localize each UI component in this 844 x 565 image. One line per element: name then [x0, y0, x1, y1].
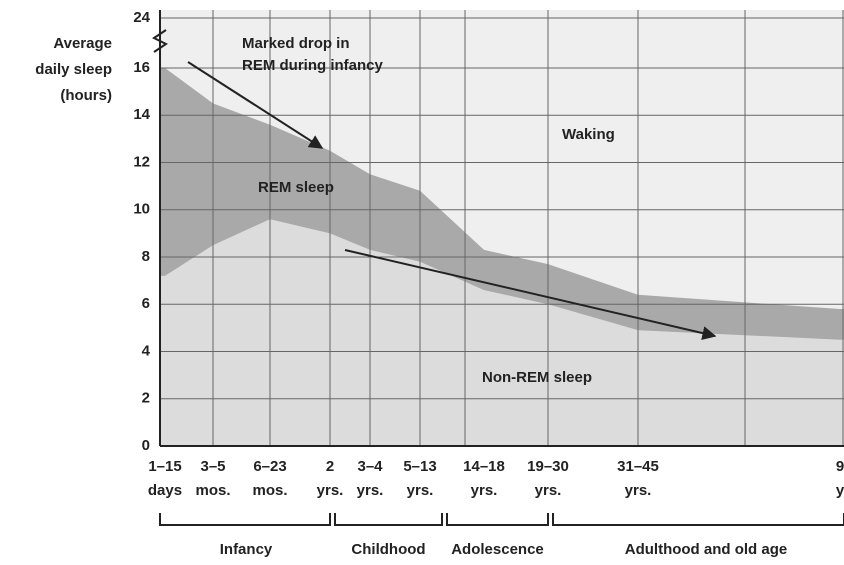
x-tick-label: 6–23	[253, 458, 286, 475]
age-group-label: Infancy	[220, 541, 273, 558]
bracket	[159, 513, 331, 526]
y-axis-label: (hours)	[60, 87, 112, 104]
y-tick-label: 16	[133, 59, 150, 76]
x-tick-label: days	[148, 482, 182, 499]
x-tick-label: 5–13	[403, 458, 436, 475]
x-tick-label: yrs.	[471, 482, 498, 499]
x-tick-label: 1–15	[148, 458, 181, 475]
y-tick-label: 24	[133, 9, 150, 26]
series-label: Non-REM sleep	[482, 369, 592, 386]
y-tick-label: 2	[142, 390, 150, 407]
x-tick-label: 14–18	[463, 458, 505, 475]
area	[160, 68, 844, 340]
y-tick-label: 8	[142, 248, 150, 265]
y-tick-label: 12	[133, 153, 150, 170]
x-tick-label: 3–4	[357, 458, 383, 475]
x-tick-label: mos.	[252, 482, 287, 499]
y-tick-label: 10	[133, 201, 150, 218]
x-tick-label: yrs.	[625, 482, 652, 499]
x-tick-label: yrs.	[357, 482, 384, 499]
bracket	[552, 513, 844, 526]
bracket	[446, 513, 549, 526]
annotation: Marked drop in	[242, 35, 350, 52]
waking-label: Waking	[562, 126, 615, 143]
series-label: REM sleep	[258, 179, 334, 196]
x-tick-label: 31–45	[617, 458, 659, 475]
age-group-label: Adulthood and old age	[625, 541, 787, 558]
area	[160, 219, 844, 446]
x-tick-label: 9	[836, 458, 844, 475]
y-tick-label: 4	[142, 342, 151, 359]
x-tick-label: yrs.	[535, 482, 562, 499]
x-tick-label: 3–5	[200, 458, 225, 475]
y-tick-label: 6	[142, 295, 150, 312]
y-axis-label: daily sleep	[35, 61, 112, 78]
y-tick-label: 0	[142, 437, 150, 454]
age-group-label: Childhood	[351, 541, 425, 558]
arrow	[187, 61, 324, 149]
x-tick-label: y	[836, 482, 844, 499]
arrow	[344, 249, 717, 340]
annotation: REM during infancy	[242, 57, 383, 74]
y-tick-label: 14	[133, 106, 150, 123]
x-tick-label: 19–30	[527, 458, 569, 475]
x-tick-label: mos.	[195, 482, 230, 499]
x-tick-label: yrs.	[317, 482, 344, 499]
age-group-label: Adolescence	[451, 541, 544, 558]
x-tick-label: 2	[326, 458, 334, 475]
y-axis-label: Average	[53, 35, 112, 52]
bracket	[334, 513, 443, 526]
x-tick-label: yrs.	[407, 482, 434, 499]
